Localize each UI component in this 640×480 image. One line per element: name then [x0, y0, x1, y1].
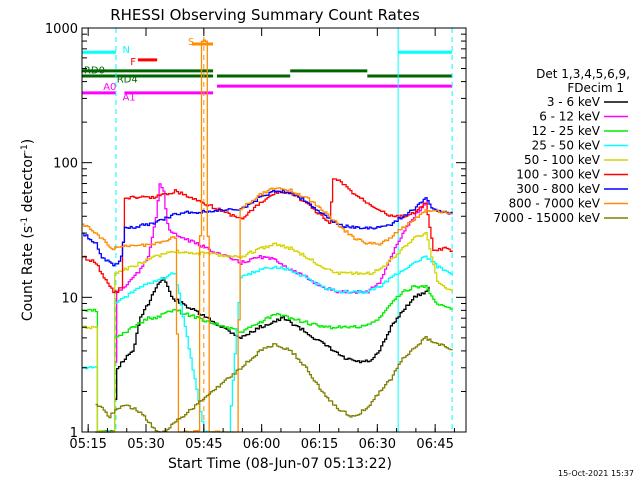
- state-label-N: N: [122, 45, 129, 56]
- y-axis-label: Count Rate (s-1 detector-1): [20, 139, 36, 321]
- state-label-RD0: RD0: [84, 66, 105, 77]
- y-axis-label-main: Count Rate (s: [20, 226, 36, 321]
- plot-frame: [81, 27, 467, 433]
- series-line-3: [82, 255, 453, 433]
- state-label-F: F: [130, 57, 136, 68]
- series-line-0: [95, 277, 430, 433]
- x-tick-label-1: 05:30: [127, 437, 164, 452]
- legend-header-line1: Det 1,3,4,5,6,9,: [536, 67, 630, 81]
- legend-label-4: 50 - 100 keV: [524, 153, 601, 167]
- y-axis-label-end: ): [20, 139, 36, 144]
- state-label-RD4: RD4: [117, 75, 138, 86]
- y-axis-label-sup1: -1: [20, 217, 30, 226]
- legend-label-8: 7000 - 15000 keV: [493, 211, 600, 225]
- legend-header-line2: FDecim 1: [567, 81, 624, 95]
- series-line-1: [95, 183, 430, 433]
- y-tick-label-3: 1000: [45, 22, 78, 37]
- legend-label-5: 100 - 300 keV: [516, 168, 600, 182]
- series-lines: [82, 39, 453, 433]
- chart-title: RHESSI Observing Summary Count Rates: [110, 6, 420, 24]
- series-line-4: [82, 232, 453, 433]
- series-line-5: [82, 178, 453, 294]
- series-line-2: [82, 285, 453, 433]
- series-line-8: [95, 335, 453, 433]
- x-tick-label-6: 06:45: [416, 437, 453, 452]
- legend-label-3: 25 - 50 keV: [532, 139, 601, 153]
- series-line-6: [82, 189, 453, 267]
- y-tick-label-2: 100: [53, 157, 78, 172]
- axes: 05:15 05:30 05:45 06:00 06:15 06:30 06:45 1 10 10…: [45, 22, 466, 452]
- legend-label-6: 300 - 800 keV: [516, 182, 600, 196]
- x-tick-label-0: 05:15: [69, 437, 106, 452]
- y-tick-label-0: 1: [70, 426, 78, 441]
- legend-label-0: 3 - 6 keV: [547, 95, 601, 109]
- series-line-7: [82, 39, 453, 433]
- y-tick-label-1: 10: [61, 291, 78, 306]
- x-tick-label-2: 05:45: [185, 437, 222, 452]
- x-tick-label-5: 06:30: [359, 437, 396, 452]
- x-tick-label-4: 06:15: [301, 437, 338, 452]
- x-tick-label-3: 06:00: [243, 437, 280, 452]
- state-label-S: S: [188, 37, 194, 48]
- x-axis-label: Start Time (08-Jun-07 05:13:22): [168, 456, 392, 472]
- y-axis-label-sup2: -1: [20, 144, 30, 153]
- state-label-A1: A1: [122, 92, 135, 103]
- legend-label-7: 800 - 7000 keV: [509, 197, 601, 211]
- legend-label-2: 12 - 25 keV: [532, 124, 601, 138]
- y-axis-label-mid: detector: [20, 153, 36, 217]
- state-label-A0: A0: [103, 82, 116, 93]
- legend-label-1: 6 - 12 keV: [539, 110, 601, 124]
- timestamp: 15-Oct-2021 15:37: [558, 469, 634, 478]
